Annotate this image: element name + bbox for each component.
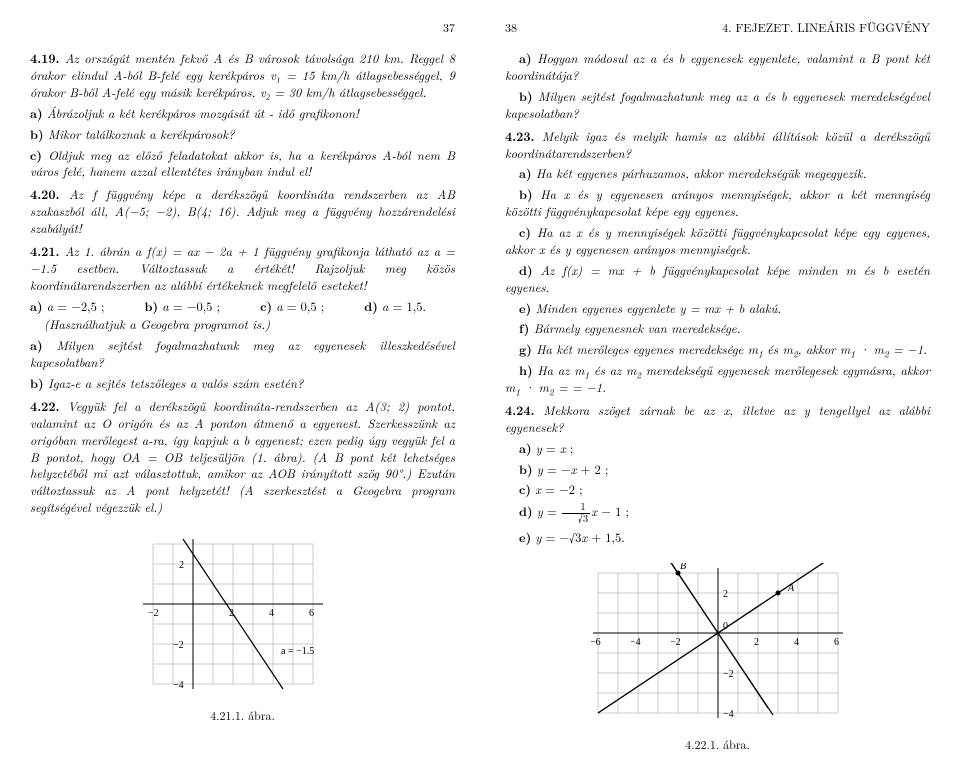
svg-text:a = −1.5: a = −1.5 [281, 646, 314, 657]
o-c: c) x = −2 ; [505, 481, 930, 498]
page-38: 38 4. FEJEZET. LINEÁRIS FÜGGVÉNY a) Hogy… [505, 20, 930, 754]
opt-a: a) a = −2,5 ; [30, 298, 105, 315]
svg-text:−2: −2 [723, 669, 734, 680]
svg-text:6: 6 [834, 637, 839, 648]
figure-4-21-1: −2 2 4 6 2 −2 −4 a = −1.5 4.21.1. ábra. [30, 534, 455, 724]
page-header-right: 38 4. FEJEZET. LINEÁRIS FÜGGVÉNY [505, 20, 930, 36]
o-e: e) y = −√3x + 1,5. [505, 529, 930, 546]
page-header-left: 37 [30, 20, 455, 36]
problem-4-19-b: b) Mikor találkoznak a kerékpárosok? [30, 126, 455, 143]
figure-4-21-1-caption: 4.21.1. ábra. [30, 708, 455, 724]
svg-text:−2: −2 [148, 608, 159, 619]
svg-text:2: 2 [723, 589, 728, 600]
problem-4-22: 4.22. Vegyük fel a derékszögű koordináta… [30, 398, 455, 516]
problem-4-21-hint: (Használhatjuk a Geogebra programot is.) [30, 316, 455, 333]
svg-text:6: 6 [309, 608, 314, 619]
svg-text:B: B [680, 563, 686, 572]
s-a: a) Ha két egyenes párhuzamos, akkor mere… [505, 165, 930, 182]
problem-4-23: 4.23. Melyik igaz és melyik hamis az alá… [505, 128, 930, 162]
svg-text:4: 4 [269, 608, 274, 619]
opt-b: b) a = −0,5 ; [145, 298, 221, 315]
svg-text:A: A [787, 583, 795, 594]
problem-4-19-a: a)a) Ábrázoljuk a két kerékpáros mozgásá… [30, 105, 455, 122]
problem-4-19: 4.19. Az országút mentén fekvő A és B vá… [30, 50, 455, 101]
svg-text:2: 2 [754, 637, 759, 648]
opt-c: c) a = 0,5 ; [260, 298, 324, 315]
s-h: h) Ha az m1 és az m2 meredekségű egyenes… [505, 362, 930, 396]
figure-4-22-1: A B −6 −4 −2 2 4 6 2 −2 −4 0 4.22.1. ábra. [505, 563, 930, 753]
svg-text:−4: −4 [723, 709, 734, 720]
svg-text:−4: −4 [630, 637, 641, 648]
svg-text:−2: −2 [173, 640, 184, 651]
cont-q-b: b) Milyen sejtést fogalmazhatunk meg az … [505, 88, 930, 122]
cont-q-a: a) Hogyan módosul az a és b egyenesek eg… [505, 50, 930, 84]
svg-text:−4: −4 [173, 680, 184, 691]
s-e: e) Minden egyenes egyenlete y = mx + b a… [505, 300, 930, 317]
problem-4-21-options: a) a = −2,5 ; b) a = −0,5 ; c) a = 0,5 ;… [30, 298, 455, 315]
s-f: f) Bármely egyenesnek van meredeksége. [505, 320, 930, 337]
problem-4-24: 4.24. Mekkora szöget zárnak be az x, ill… [505, 402, 930, 436]
problem-4-21-qb: b) Igaz-e a sejtés tetszőleges a valós s… [30, 375, 455, 392]
opt-d: d) a = 1,5. [364, 298, 426, 315]
svg-text:2: 2 [229, 608, 234, 619]
figure-4-22-1-caption: 4.22.1. ábra. [505, 737, 930, 753]
o-a: a) y = x ; [505, 440, 930, 457]
problem-4-21-qa: a) Milyen sejtést fogalmazhatunk meg az … [30, 337, 455, 371]
chart-4-21-1: −2 2 4 6 2 −2 −4 a = −1.5 [133, 534, 353, 704]
s-c: c) Ha az x és y mennyiségek közötti függ… [505, 224, 930, 258]
problem-4-20: 4.20. Az f függvény képe a derékszögű ko… [30, 186, 455, 237]
svg-text:4: 4 [794, 637, 799, 648]
svg-text:0: 0 [723, 621, 728, 632]
svg-text:−2: −2 [670, 637, 681, 648]
problem-4-21: 4.21. Az 1. ábrán a f(x) = ax − 2a + 1 f… [30, 243, 455, 294]
svg-text:−6: −6 [590, 637, 601, 648]
s-b: b) Ha x és y egyenesen arányos mennyiség… [505, 186, 930, 220]
problem-4-19-c: c) Oldjuk meg az előző feladatokat akkor… [30, 147, 455, 181]
svg-text:2: 2 [179, 560, 184, 571]
page-37: 37 4.19. Az országút mentén fekvő A és B… [30, 20, 455, 754]
chapter-title: 4. FEJEZET. LINEÁRIS FÜGGVÉNY [722, 20, 930, 36]
page-number: 38 [505, 20, 517, 36]
s-d: d) Az f(x) = mx + b függvénykapcsolat ké… [505, 262, 930, 296]
o-d: d) y = 1√3x − 1 ; [505, 502, 930, 524]
chart-4-22-1: A B −6 −4 −2 2 4 6 2 −2 −4 0 [588, 563, 848, 733]
s-g: g) Ha két merőleges egyenes meredeksége … [505, 341, 930, 358]
page-number: 37 [443, 20, 455, 36]
o-b: b) y = −x + 2 ; [505, 461, 930, 478]
